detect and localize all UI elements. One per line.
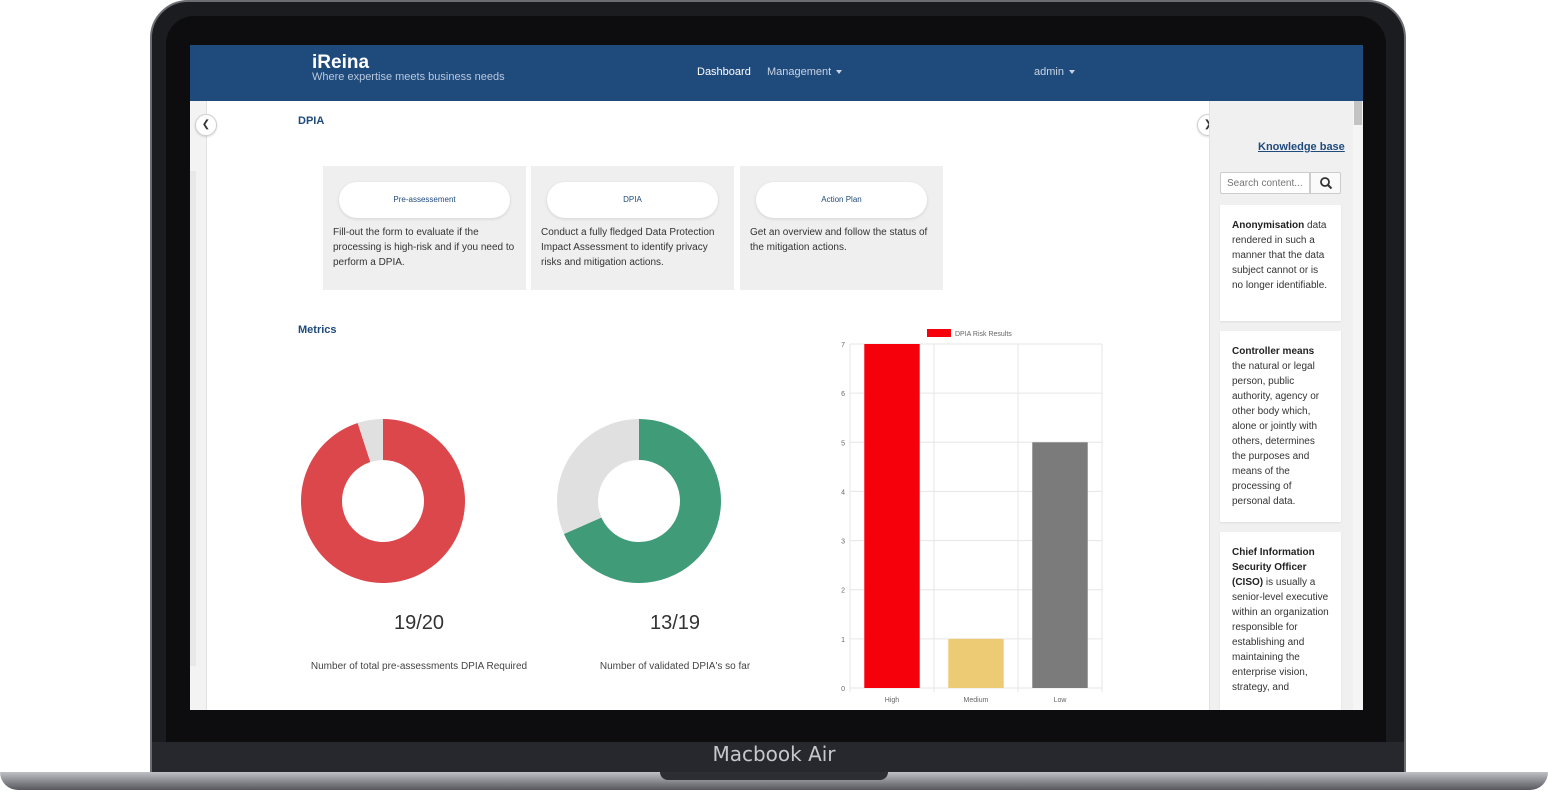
pre-assessment-button[interactable]: Pre-assessement [339, 182, 510, 218]
y-tick-label: 4 [841, 489, 845, 496]
action-plan-button[interactable]: Action Plan [756, 182, 927, 218]
laptop-chin [152, 742, 1404, 772]
donut-segment-remaining [357, 419, 383, 463]
left-sidebar-track [190, 171, 196, 666]
scrollbar-thumb[interactable] [1354, 101, 1362, 125]
dpia-section-title: DPIA [298, 115, 325, 127]
collapse-left-button[interactable]: ❮ [195, 114, 217, 136]
knowledge-base-link[interactable]: Knowledge base [1258, 141, 1345, 153]
knowledge-search-input[interactable] [1220, 172, 1310, 194]
kb-definition: the natural or legal person, public auth… [1232, 361, 1320, 507]
dpia-button[interactable]: DPIA [547, 182, 718, 218]
kb-entry: Chief Information Security Officer (CISO… [1220, 532, 1341, 710]
app-screen: iReina Where expertise meets business ne… [190, 45, 1363, 710]
top-navbar: iReina Where expertise meets business ne… [190, 45, 1363, 101]
panel-scrollbar[interactable] [1353, 101, 1363, 710]
donut-value-validated-dpia: 13/19 [649, 612, 701, 634]
metrics-section-title: Metrics [298, 324, 337, 336]
y-tick-label: 0 [841, 686, 845, 693]
kb-term: Controller means [1232, 346, 1315, 357]
card-dpia: DPIA Conduct a fully fledged Data Protec… [531, 166, 734, 290]
nav-dashboard[interactable]: Dashboard [697, 66, 751, 78]
kb-entry: Controller means the natural or legal pe… [1220, 331, 1341, 522]
brand-tagline: Where expertise meets business needs [312, 71, 505, 83]
donut-chart-validated-dpia [557, 419, 721, 583]
donut-label-pre-assessments: Number of total pre-assessments DPIA Req… [310, 661, 528, 672]
y-tick-label: 6 [841, 391, 845, 398]
donut-chart-pre-assessments [301, 419, 465, 583]
nav-management[interactable]: Management [767, 66, 843, 78]
card-description: Get an overview and follow the status of… [750, 227, 928, 253]
kb-entry: Anonymisation data rendered in such a ma… [1220, 205, 1341, 321]
knowledge-base-panel: Knowledge base Anonymisation data render… [1209, 101, 1363, 710]
kb-term: Chief Information Security Officer (CISO… [1232, 547, 1315, 588]
y-tick-label: 2 [841, 588, 845, 595]
donut-segment-filled [563, 419, 721, 583]
bar-medium [948, 638, 1004, 688]
kb-definition: data rendered in such a manner that the … [1232, 220, 1328, 291]
y-tick-label: 7 [841, 342, 845, 349]
legend-label: DPIA Risk Results [955, 331, 1012, 338]
nav-management-label: Management [767, 66, 832, 78]
donut-value-pre-assessments: 19/20 [393, 612, 445, 634]
chevron-down-icon [1068, 70, 1075, 75]
donut-segment-filled [301, 419, 465, 583]
chevron-down-icon [836, 70, 843, 75]
card-description: Conduct a fully fledged Data Protection … [541, 227, 715, 268]
chevron-left-icon: ❮ [201, 119, 211, 130]
nav-user-menu[interactable]: admin [1034, 66, 1075, 78]
donut-segment-remaining [557, 419, 639, 534]
y-tick-label: 5 [841, 440, 845, 447]
left-sidebar-collapsed [190, 101, 207, 710]
bar-low [1032, 442, 1088, 688]
y-tick-label: 3 [841, 539, 845, 546]
x-tick-label: High [885, 697, 900, 704]
chevron-right-icon: ❯ [1203, 119, 1213, 130]
kb-term: Anonymisation [1232, 220, 1305, 231]
laptop-notch [660, 772, 888, 780]
x-tick-label: Low [1054, 697, 1068, 704]
y-tick-label: 1 [841, 637, 845, 644]
card-description: Fill-out the form to evaluate if the pro… [333, 227, 515, 268]
user-label: admin [1034, 66, 1064, 78]
search-button[interactable] [1310, 172, 1341, 194]
search-icon [1319, 177, 1332, 190]
bar-high [864, 344, 920, 688]
legend-swatch [927, 329, 951, 337]
device-brand-label: Macbook Air [712, 742, 836, 766]
x-tick-label: Medium [964, 697, 989, 704]
kb-definition: is usually a senior-level executive with… [1232, 577, 1329, 693]
donut-label-validated-dpia: Number of validated DPIA's so far [599, 661, 751, 672]
laptop-base [0, 772, 1548, 790]
risk-results-bar-chart: DPIA Risk Results 0 1 2 3 4 5 6 7 High Medium Low [841, 329, 1103, 704]
card-pre-assessment: Pre-assessement Fill-out the form to eva… [323, 166, 526, 290]
card-action-plan: Action Plan Get an overview and follow t… [740, 166, 943, 290]
brand-title[interactable]: iReina [312, 52, 370, 73]
